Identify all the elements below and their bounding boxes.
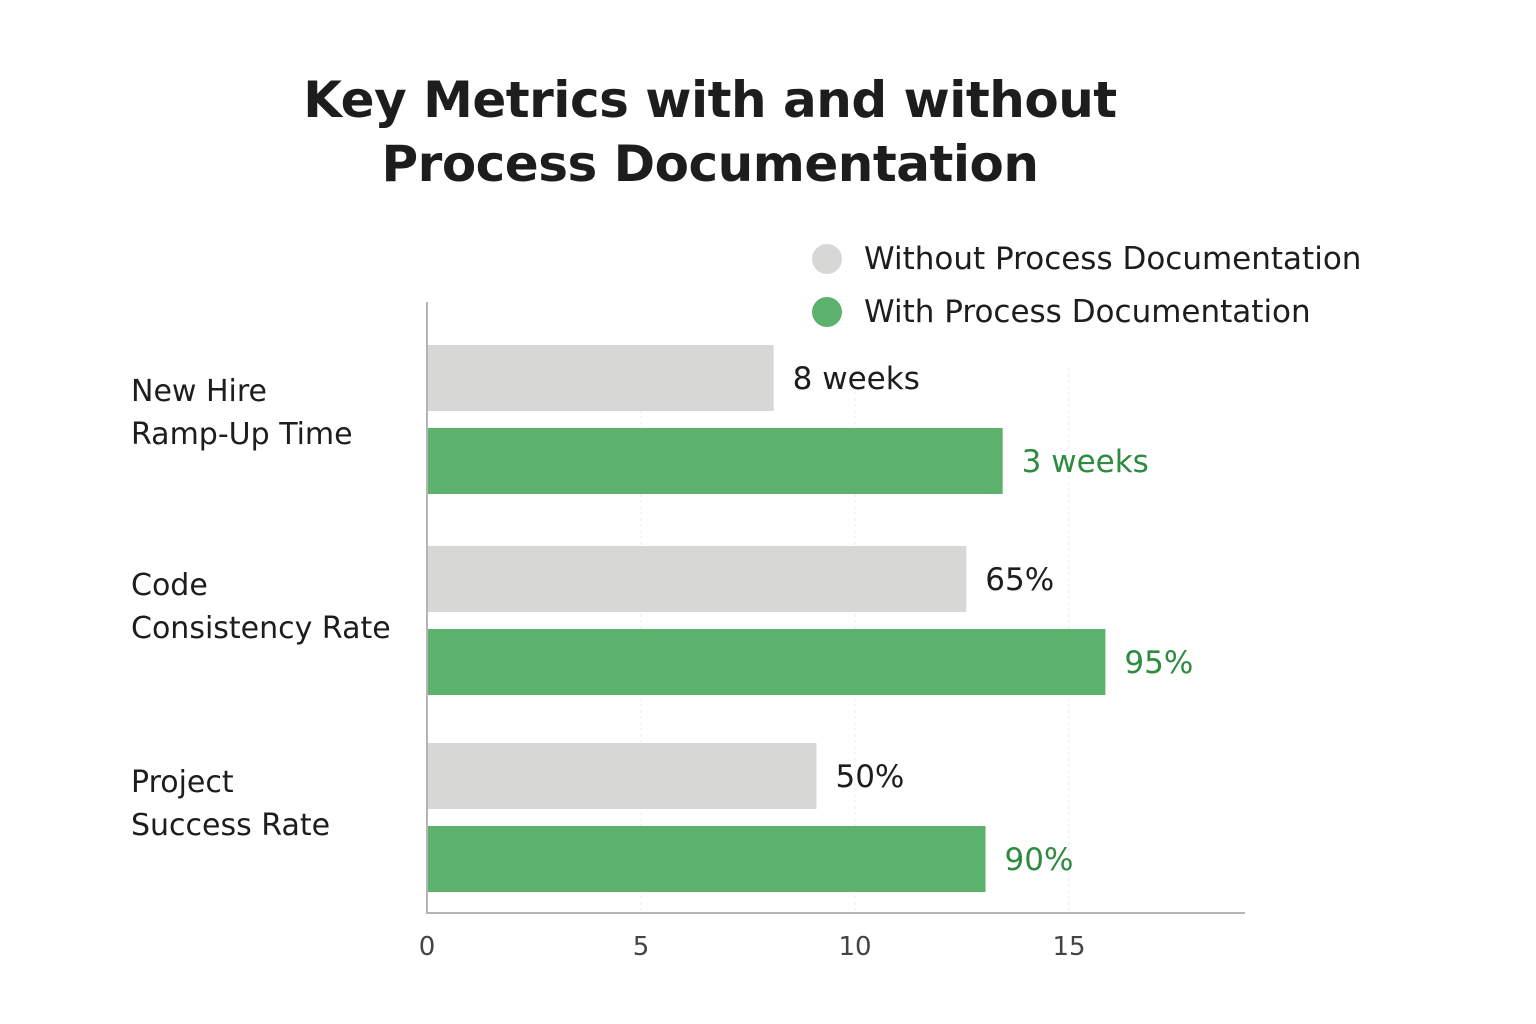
legend-label-without: Without Process Documentation bbox=[864, 240, 1362, 277]
category-label-line: Project bbox=[131, 765, 234, 800]
bar-with-documentation bbox=[427, 428, 1003, 494]
bar-without-documentation bbox=[427, 345, 774, 411]
x-tick-label: 5 bbox=[633, 932, 650, 962]
legend-item-with: With Process Documentation bbox=[812, 285, 1361, 338]
legend: Without Process Documentation With Proce… bbox=[812, 232, 1361, 338]
bar-with-documentation bbox=[427, 826, 986, 892]
x-tick-label: 15 bbox=[1052, 932, 1085, 962]
category-label-new-hire-ramp-up-time: New Hire Ramp-Up Time bbox=[131, 370, 421, 456]
bar-without-documentation bbox=[427, 546, 967, 612]
category-label-line: Ramp-Up Time bbox=[131, 417, 353, 452]
x-tick-label: 10 bbox=[838, 932, 871, 962]
bar-without-documentation bbox=[427, 743, 817, 809]
data-label: 65% bbox=[985, 562, 1054, 598]
chart-title: Key Metrics with and without Process Doc… bbox=[303, 71, 1117, 193]
category-label-code-consistency-rate: Code Consistency Rate bbox=[131, 564, 421, 650]
x-tick-label: 0 bbox=[419, 932, 436, 962]
category-label-line: Code bbox=[131, 568, 208, 603]
data-label: 8 weeks bbox=[793, 361, 920, 397]
category-label-line: New Hire bbox=[131, 374, 267, 409]
category-label-line: Consistency Rate bbox=[131, 611, 391, 646]
legend-swatch-with bbox=[812, 296, 842, 327]
legend-item-without: Without Process Documentation bbox=[812, 232, 1361, 285]
data-label: 3 weeks bbox=[1022, 444, 1149, 480]
data-label: 90% bbox=[1005, 842, 1074, 878]
legend-label-with: With Process Documentation bbox=[864, 293, 1311, 330]
bar-with-documentation bbox=[427, 629, 1106, 695]
data-label: 50% bbox=[835, 759, 904, 795]
category-label-line: Success Rate bbox=[131, 808, 331, 843]
data-label: 95% bbox=[1124, 645, 1193, 681]
legend-swatch-without bbox=[812, 243, 842, 274]
category-label-project-success-rate: Project Success Rate bbox=[131, 761, 421, 847]
